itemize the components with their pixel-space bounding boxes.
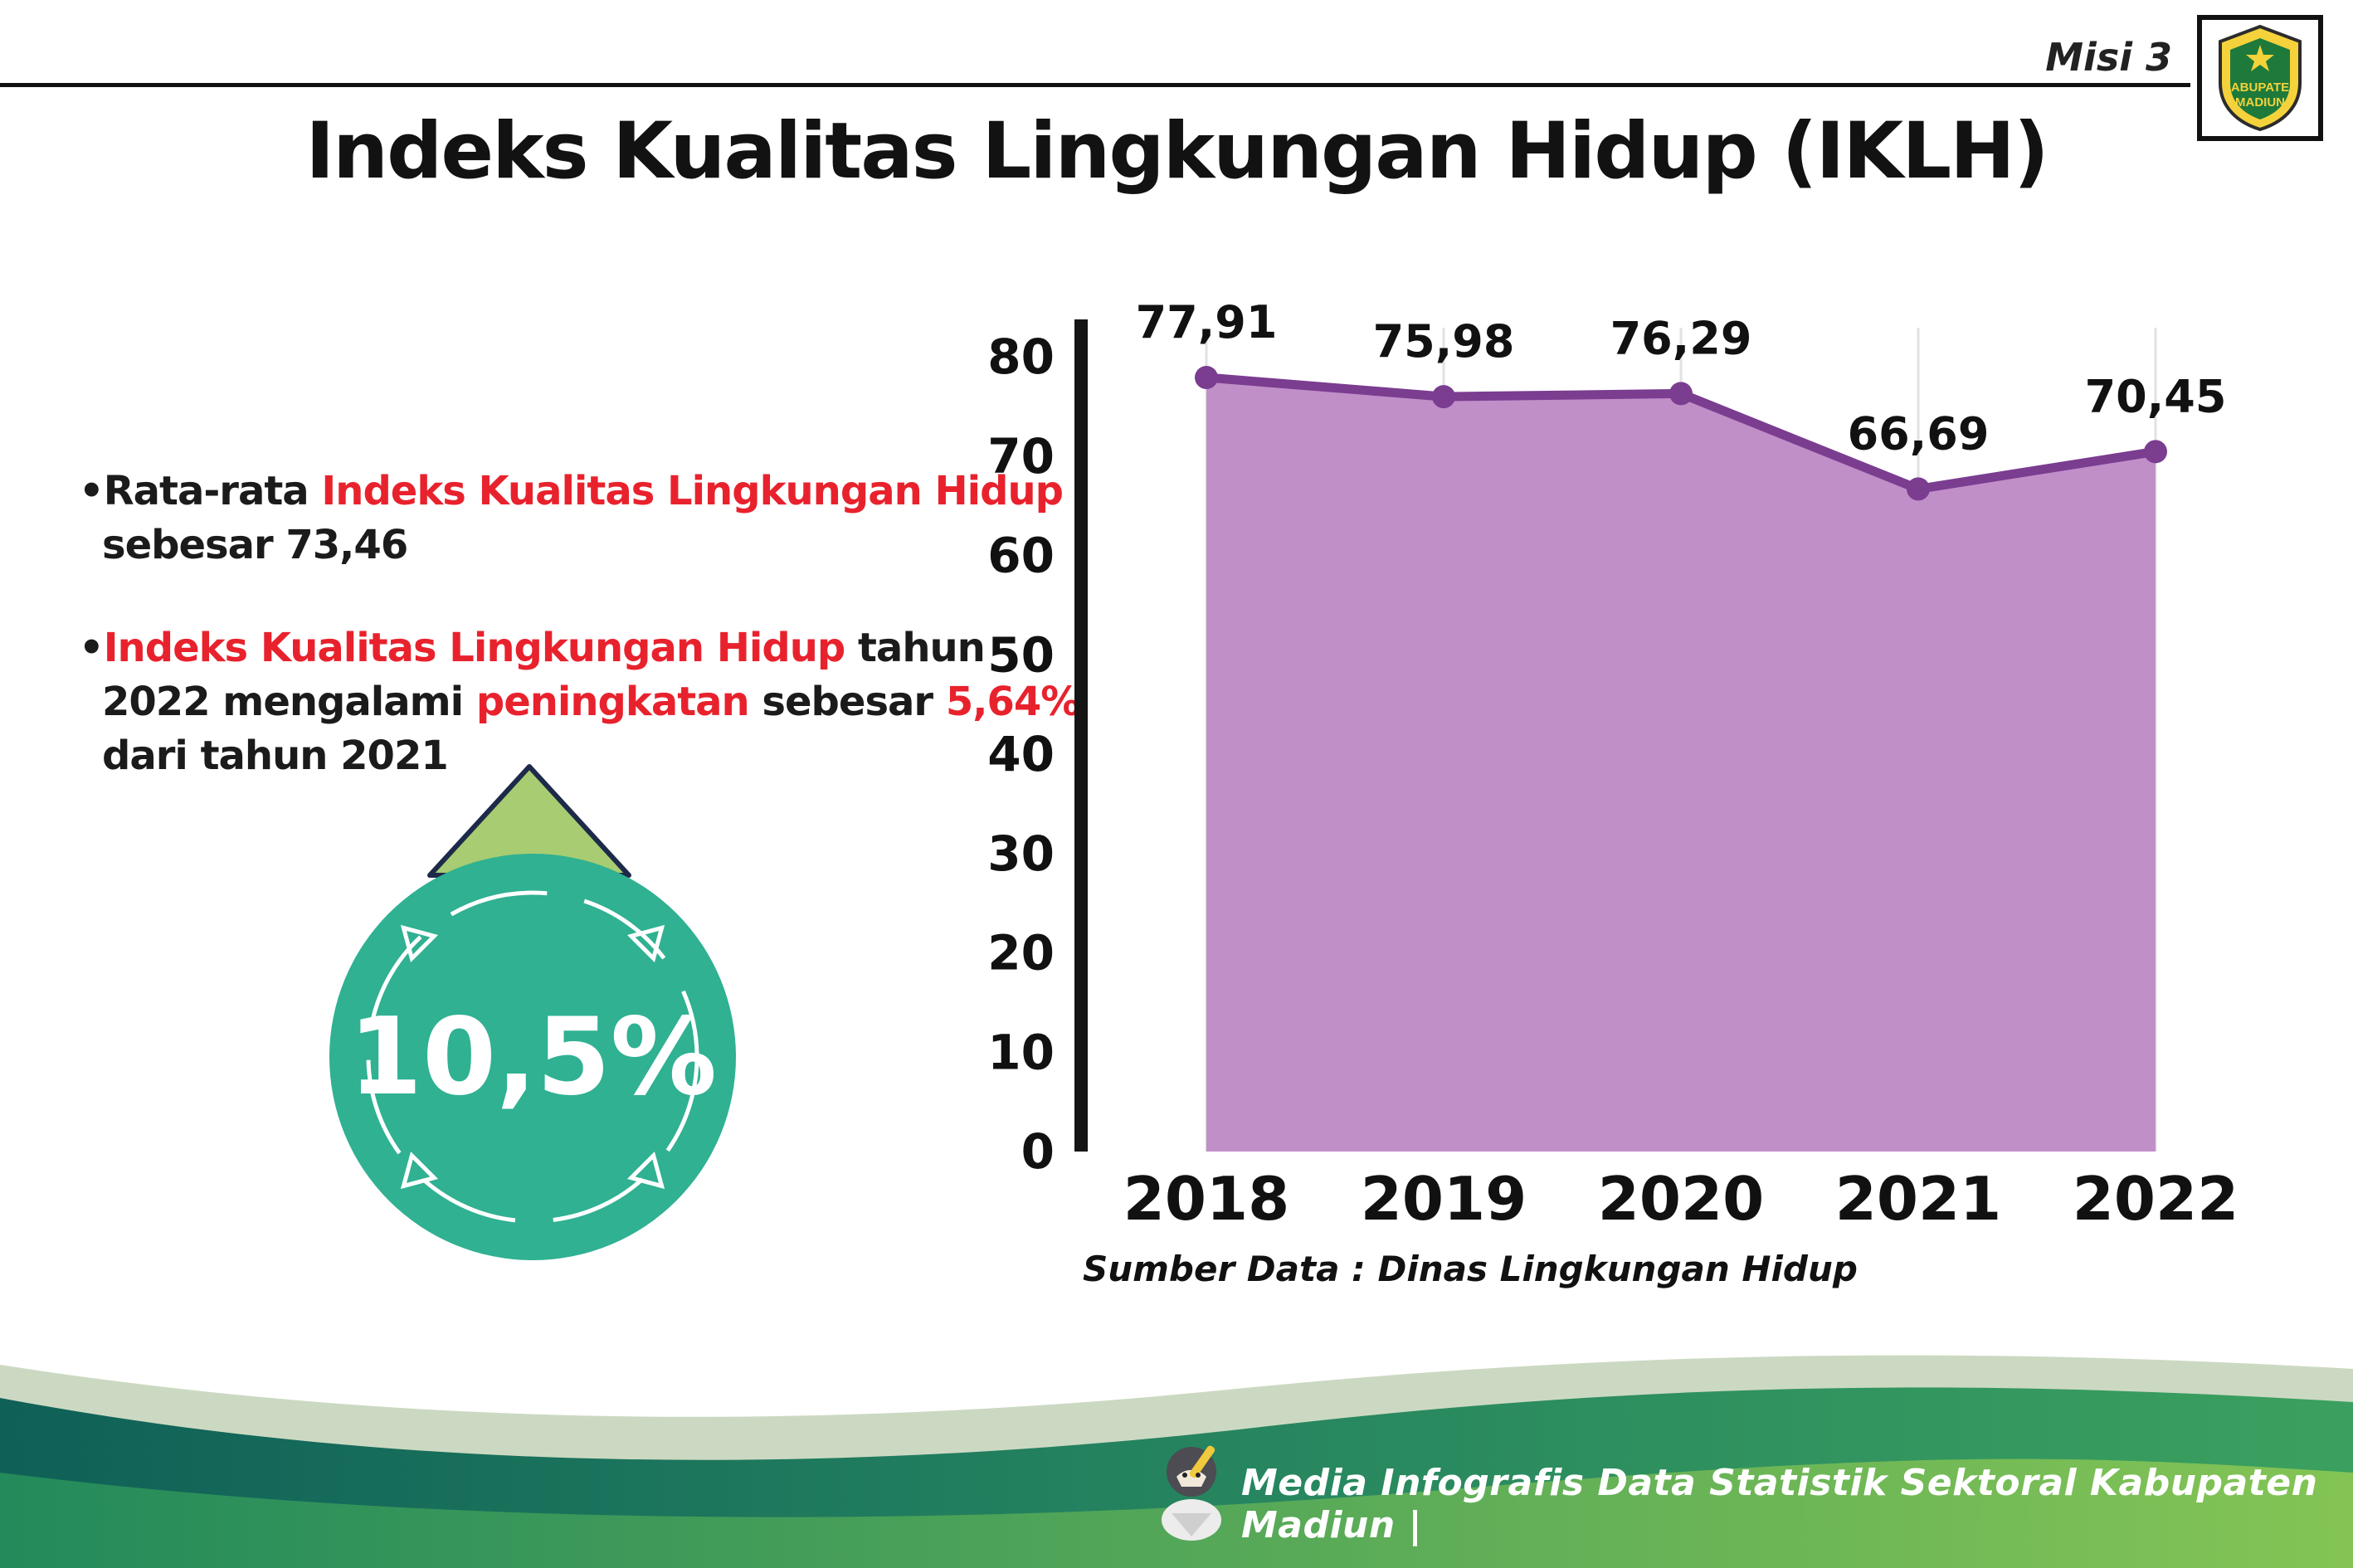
text-segment-highlight: Indeks Kualitas Lingkungan Hidup [321, 468, 1064, 514]
increase-badge: 10,5% [329, 764, 736, 1260]
bullet-increase-2022: •Indeks Kualitas Lingkungan Hidup tahun … [79, 621, 1099, 784]
header-divider [0, 83, 2190, 87]
svg-text:80: 80 [987, 329, 1055, 385]
text-segment: sebesar 73,46 [102, 522, 408, 569]
svg-text:2021: 2021 [1835, 1164, 2001, 1234]
svg-text:76,29: 76,29 [1610, 312, 1752, 364]
svg-text:2022: 2022 [2073, 1164, 2239, 1234]
text-segment: dari tahun 2021 [102, 733, 449, 780]
svg-text:66,69: 66,69 [1848, 407, 1990, 460]
svg-text:0: 0 [1021, 1123, 1055, 1180]
svg-text:50: 50 [987, 626, 1055, 683]
svg-text:2020: 2020 [1598, 1164, 1764, 1234]
svg-text:2018: 2018 [1123, 1164, 1289, 1234]
text-segment: tahun 2022 mengalami [102, 624, 986, 725]
iklh-area-chart: 77,91 75,98 76,29 66,69 70,45 0 10 20 30 40 50 60 70… [987, 296, 2239, 1234]
text-segment: Rata-rata [103, 468, 322, 514]
bullet-marker: • [79, 468, 105, 514]
badge-circle [329, 854, 736, 1260]
mascot-icon [1162, 1445, 1221, 1541]
svg-text:20: 20 [987, 925, 1055, 981]
svg-text:70: 70 [987, 428, 1055, 485]
shield-icon: KABUPATEN MADIUN [2219, 24, 2302, 132]
chart-source: Sumber Data : Dinas Lingkungan Hidup [1083, 1249, 1858, 1289]
badge-ring [366, 890, 699, 1224]
text-segment-highlight: peningkatan [475, 678, 750, 725]
bullet-marker: • [79, 624, 105, 671]
footer-credit: Media Infografis Data Statistik Sektoral… [1241, 1462, 2318, 1546]
bullet-average-iklh: •Rata-rata Indeks Kualitas Lingkungan Hi… [79, 465, 1099, 573]
svg-text:77,91: 77,91 [1136, 296, 1278, 348]
svg-text:70,45: 70,45 [2085, 370, 2227, 422]
text-segment-highlight: 5,64% [945, 678, 1081, 725]
svg-text:30: 30 [987, 825, 1055, 882]
text-segment: sebesar [748, 678, 946, 725]
kabupaten-madiun-logo: KABUPATEN MADIUN [2197, 15, 2323, 141]
page-title: Indeks Kualitas Lingkungan Hidup (IKLH) [305, 106, 2049, 197]
ring-triangle-marks [400, 924, 665, 1190]
key-points: •Rata-rata Indeks Kualitas Lingkungan Hi… [79, 465, 1099, 831]
misi-label: Misi 3 [2045, 35, 2172, 80]
svg-text:10: 10 [987, 1024, 1055, 1080]
svg-text:75,98: 75,98 [1373, 315, 1515, 368]
badge-value: 10,5% [348, 996, 717, 1119]
svg-text:2019: 2019 [1361, 1164, 1527, 1234]
svg-text:40: 40 [987, 726, 1055, 782]
svg-text:MADIUN: MADIUN [2235, 95, 2285, 110]
svg-text:KABUPATEN: KABUPATEN [2222, 80, 2298, 95]
svg-text:60: 60 [987, 528, 1055, 584]
text-segment-highlight: Indeks Kualitas Lingkungan Hidup [103, 624, 846, 671]
